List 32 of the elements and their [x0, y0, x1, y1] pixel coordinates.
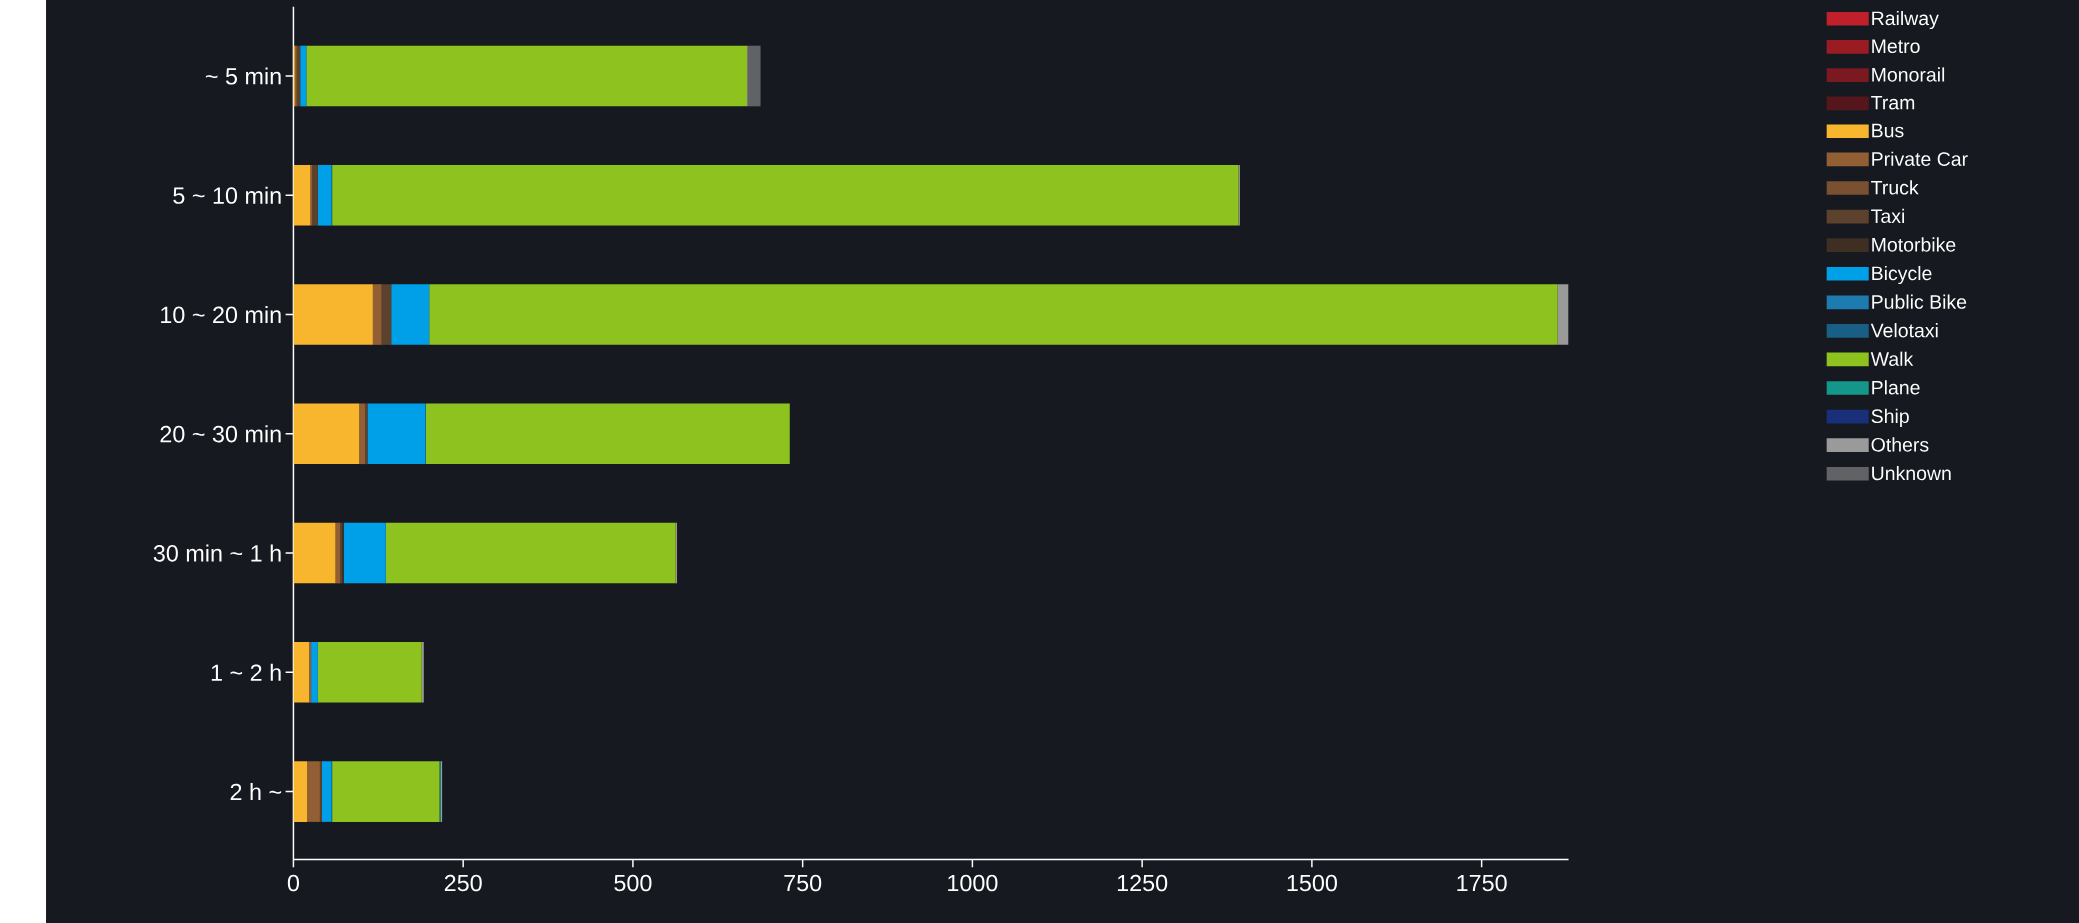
legend-label: Walk	[1870, 351, 1914, 366]
x-tick-label: 1250	[1117, 874, 1168, 892]
x-tick-label: 1000	[948, 874, 998, 892]
legend-label: Motorbike	[1872, 237, 1956, 252]
x-tick-label: 1500	[1287, 874, 1337, 892]
y-tick-label: 5 ~ 10 min	[173, 186, 281, 204]
legend-label: Monorail	[1872, 67, 1945, 82]
legend-label: Bus	[1872, 123, 1904, 138]
x-tick-label: 1750	[1457, 874, 1507, 892]
legend-label: Taxi	[1871, 208, 1905, 224]
legend-label: Others	[1871, 437, 1929, 452]
legend-label: Unknown	[1872, 465, 1951, 481]
x-tick-label: 750	[784, 874, 822, 892]
x-tick-label: 250	[444, 874, 482, 892]
legend-label: Private Car	[1872, 151, 1968, 166]
x-tick-label: 500	[614, 874, 652, 892]
legend-label: Truck	[1871, 180, 1919, 195]
y-tick-label: 1 ~ 2 h	[211, 663, 281, 681]
legend-label: Tram	[1871, 95, 1915, 110]
legend-label: Metro	[1872, 39, 1920, 54]
y-tick-label: 2 h ~	[230, 783, 282, 800]
y-tick-label: 20 ~ 30 min	[160, 425, 281, 443]
x-tick-label: 0	[287, 874, 300, 892]
legend-label: Railway	[1872, 10, 1939, 30]
legend-label: Ship	[1871, 408, 1909, 427]
y-tick-label: ~ 5 min	[205, 67, 281, 85]
legend-label: Bicycle	[1872, 265, 1932, 285]
legend-label: Velotaxi	[1870, 323, 1938, 338]
y-tick-label: 30 min ~ 1 h	[153, 544, 281, 562]
legend-label: Plane	[1872, 380, 1920, 395]
y-tick-label: 10 ~ 20 min	[161, 305, 281, 324]
legend-label: Public Bike	[1872, 294, 1967, 309]
